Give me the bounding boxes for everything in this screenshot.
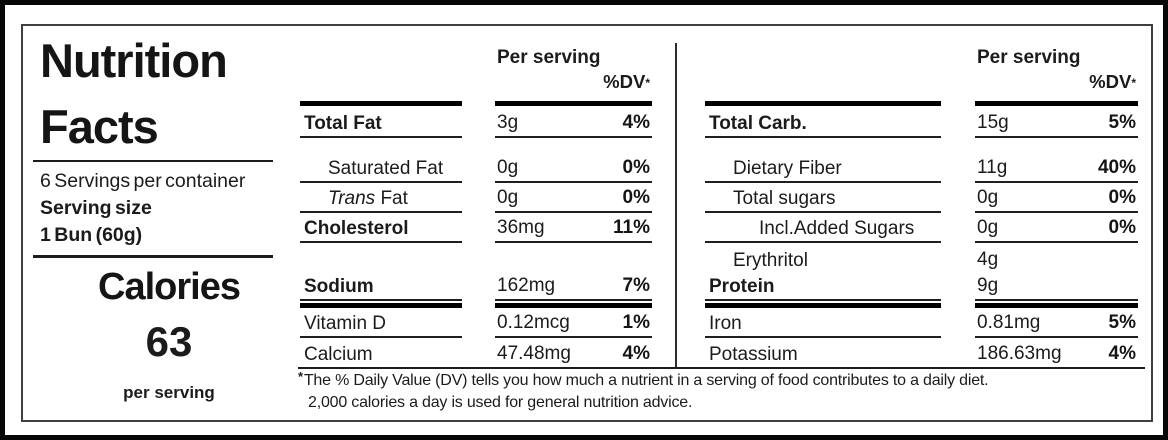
header-thick-bar — [300, 101, 652, 106]
nutrient-label: Total sugars — [733, 188, 836, 209]
carb-panel: Per serving %DV* Total Carb. 15g 5% Dieta… — [705, 40, 1138, 367]
title-line-1: Nutrition — [40, 34, 228, 87]
nutrient-label: Potassium — [709, 344, 798, 365]
nutrient-label: Saturated Fat — [328, 158, 444, 179]
title-divider-rule — [33, 160, 273, 162]
footnote-line-1: *The % Daily Value (DV) tells you how mu… — [298, 369, 989, 389]
nutrient-row-total-fat: Total Fat 3g 4% — [300, 106, 652, 138]
nutrient-label: Cholesterol — [304, 218, 409, 239]
nutrient-row-potassium: Potassium 186.63mg 4% — [705, 338, 1138, 367]
nutrient-dv: 4% — [1108, 343, 1136, 364]
nutrient-label: Dietary Fiber — [733, 158, 842, 179]
dv-header: %DV* — [603, 71, 650, 92]
nutrient-amount: 4g — [977, 249, 999, 270]
nutrient-dv: 1% — [622, 312, 650, 333]
nutrient-dv: 0% — [622, 187, 650, 208]
title-line-2: Facts — [40, 100, 159, 153]
carb-panel-header: Per serving %DV* — [705, 40, 1138, 101]
column-divider — [675, 43, 677, 367]
nutrient-amount: 0.12mcg — [497, 312, 570, 333]
calories-per-serving: per serving — [123, 383, 215, 402]
asterisk-mark: * — [645, 76, 650, 90]
nutrient-row-trans-fat: Trans Fat 0g 0% — [300, 183, 652, 213]
section-thick-bar — [300, 303, 652, 308]
nutrient-amount: 0g — [497, 187, 519, 208]
nutrient-label: Total Carb. — [709, 113, 807, 134]
dv-footnote: *The % Daily Value (DV) tells you how mu… — [298, 369, 1154, 414]
nutrient-row-calcium: Calcium 47.48mg 4% — [300, 338, 652, 367]
nutrient-amount: 36mg — [497, 217, 545, 238]
servings-per-container: 6 Servings per container — [40, 170, 246, 192]
nutrient-amount: 9g — [977, 275, 999, 296]
asterisk-mark: * — [298, 369, 303, 384]
serving-size-value: 1 Bun (60g) — [40, 224, 143, 246]
nutrient-row-protein: Protein 9g — [705, 273, 1138, 301]
row-spacer — [705, 138, 1138, 153]
per-serving-header: Per serving — [497, 47, 601, 68]
serving-size-label: Serving size — [40, 197, 152, 219]
nutrient-label: Incl.Added Sugars — [759, 218, 915, 239]
nutrient-row-dietary-fiber: Dietary Fiber 11g 40% — [705, 153, 1138, 183]
row-spacer — [300, 243, 652, 273]
nutrient-amount: 11g — [977, 157, 1008, 178]
nutrient-row-sodium: Sodium 162mg 7% — [300, 273, 652, 301]
row-spacer — [300, 138, 652, 153]
nutrient-label: Total Fat — [304, 113, 382, 134]
nutrient-dv: 11% — [613, 217, 650, 238]
nutrient-amount: 0.81mg — [977, 312, 1041, 333]
dv-header: %DV* — [1089, 71, 1136, 92]
nutrient-amount: 0g — [977, 217, 999, 238]
nutrient-label: Protein — [709, 276, 775, 297]
serving-divider-rule — [33, 255, 273, 258]
section-thick-bar — [705, 303, 1138, 308]
nutrient-amount: 0g — [497, 157, 519, 178]
nutrient-dv: 4% — [622, 112, 650, 133]
nutrient-row-added-sugars: Incl.Added Sugars 0g 0% — [705, 213, 1138, 243]
nutrient-dv: 0% — [1108, 187, 1136, 208]
nutrient-amount: 162mg — [497, 275, 556, 296]
nutrient-dv: 4% — [622, 343, 650, 364]
asterisk-mark: * — [1131, 76, 1136, 90]
nutrient-label: Trans Fat — [328, 188, 408, 209]
footnote-line-2: 2,000 calories a day is used for general… — [308, 394, 693, 411]
fat-panel: Per serving %DV* Total Fat 3g 4% Saturate… — [300, 40, 652, 367]
header-thick-bar — [705, 101, 1138, 106]
nutrient-row-cholesterol: Cholesterol 36mg 11% — [300, 213, 652, 243]
nutrient-amount: 47.48mg — [497, 343, 571, 364]
nutrient-row-total-sugars: Total sugars 0g 0% — [705, 183, 1138, 213]
fat-panel-header: Per serving %DV* — [300, 40, 652, 101]
nutrient-row-total-carb: Total Carb. 15g 5% — [705, 106, 1138, 138]
footnote-divider-rule — [298, 367, 1145, 369]
nutrient-dv: 40% — [1097, 157, 1136, 178]
nutrient-row-erythritol: Erythritol 4g — [705, 243, 1138, 273]
nutrient-dv: 7% — [622, 275, 650, 296]
nutrient-dv: 5% — [1108, 112, 1136, 133]
nutrient-label: Iron — [709, 313, 742, 334]
nutrient-label: Calcium — [304, 344, 373, 365]
nutrient-amount: 186.63mg — [977, 343, 1062, 364]
nutrient-label: Vitamin D — [304, 313, 387, 334]
nutrient-row-iron: Iron 0.81mg 5% — [705, 308, 1138, 338]
nutrient-row-vitamin-d: Vitamin D 0.12mcg 1% — [300, 308, 652, 338]
nutrition-label: Nutrition Facts 6 Servings per container… — [21, 24, 1153, 422]
nutrition-facts-title: Nutrition Facts — [40, 28, 228, 160]
nutrient-amount: 3g — [497, 112, 519, 133]
nutrient-label: Sodium — [304, 276, 374, 297]
calories-label: Calories — [98, 266, 241, 308]
nutrient-dv: 5% — [1108, 312, 1136, 333]
nutrient-dv: 0% — [622, 157, 650, 178]
calories-value: 63 — [145, 318, 193, 365]
nutrient-label: Erythritol — [733, 250, 808, 271]
nutrient-amount: 15g — [977, 112, 1009, 133]
nutrient-row-saturated-fat: Saturated Fat 0g 0% — [300, 153, 652, 183]
nutrient-amount: 0g — [977, 187, 999, 208]
per-serving-header: Per serving — [977, 47, 1081, 68]
label-left-column: Nutrition Facts 6 Servings per container… — [33, 26, 295, 420]
nutrient-dv: 0% — [1108, 217, 1136, 238]
